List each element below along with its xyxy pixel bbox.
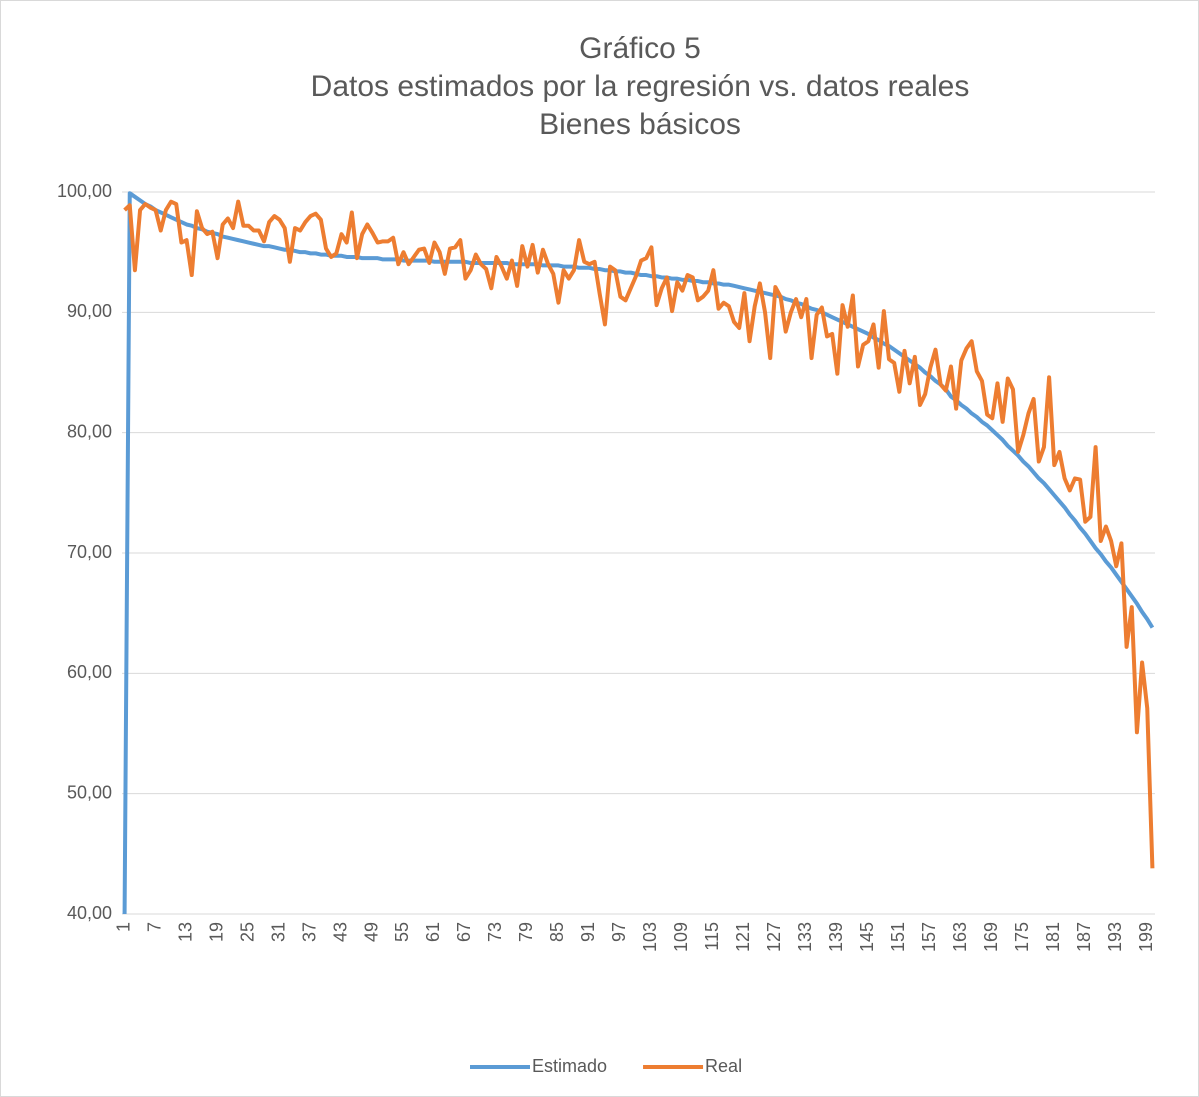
x-tick-label: 55 xyxy=(392,922,412,942)
x-tick-label: 19 xyxy=(206,922,226,942)
x-tick-label: 97 xyxy=(609,922,629,942)
y-tick-label: 70,00 xyxy=(67,542,112,562)
x-tick-label: 157 xyxy=(919,922,939,952)
x-tick-label: 7 xyxy=(144,922,164,932)
chart-subtitle: Datos estimados por la regresión vs. dat… xyxy=(311,70,970,103)
x-tick-label: 1 xyxy=(113,922,133,932)
x-tick-label: 73 xyxy=(485,922,505,942)
x-tick-label: 13 xyxy=(175,922,195,942)
x-tick-label: 175 xyxy=(1012,922,1032,952)
x-tick-label: 199 xyxy=(1136,922,1156,952)
y-tick-label: 40,00 xyxy=(67,903,112,923)
x-tick-label: 43 xyxy=(330,922,350,942)
x-tick-label: 133 xyxy=(795,922,815,952)
x-tick-label: 121 xyxy=(733,922,753,952)
x-tick-label: 25 xyxy=(237,922,257,942)
series-line xyxy=(123,199,1155,869)
x-tick-label: 85 xyxy=(547,922,567,942)
x-tick-label: 79 xyxy=(516,922,536,942)
x-tick-label: 151 xyxy=(888,922,908,952)
x-tick-label: 145 xyxy=(857,922,877,952)
legend-label: Real xyxy=(705,1056,742,1076)
x-tick-label: 91 xyxy=(578,922,598,942)
x-tick-label: 115 xyxy=(702,922,722,951)
y-tick-label: 50,00 xyxy=(67,782,112,802)
x-tick-label: 193 xyxy=(1105,922,1125,952)
x-tick-label: 127 xyxy=(764,922,784,952)
legend-label: Estimado xyxy=(532,1056,607,1076)
y-tick-label: 80,00 xyxy=(67,421,112,441)
chart-title: Gráfico 5 xyxy=(579,32,701,65)
x-tick-label: 31 xyxy=(268,922,288,942)
x-tick-label: 187 xyxy=(1074,922,1094,952)
x-tick-label: 67 xyxy=(454,922,474,942)
y-tick-label: 90,00 xyxy=(67,301,112,321)
x-tick-label: 109 xyxy=(671,922,691,952)
x-tick-label: 103 xyxy=(640,922,660,952)
x-tick-label: 37 xyxy=(299,922,319,942)
x-tick-label: 169 xyxy=(981,922,1001,952)
x-tick-label: 163 xyxy=(950,922,970,952)
x-tick-label: 61 xyxy=(423,922,443,942)
chart-subtitle: Bienes básicos xyxy=(539,108,741,141)
x-tick-label: 139 xyxy=(826,922,846,952)
y-tick-label: 100,00 xyxy=(57,181,112,201)
x-tick-label: 49 xyxy=(361,922,381,942)
x-tick-label: 181 xyxy=(1043,922,1063,952)
y-tick-label: 60,00 xyxy=(67,662,112,682)
